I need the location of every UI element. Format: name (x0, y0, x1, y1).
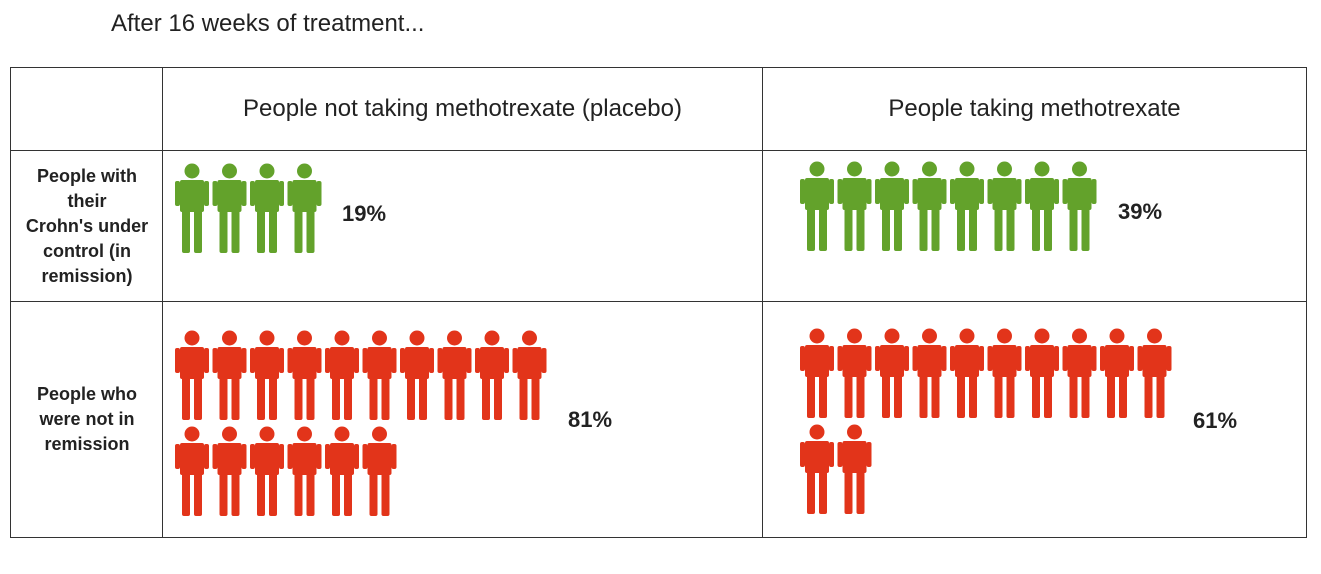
person-icon (325, 330, 359, 420)
person-icon (175, 163, 209, 253)
column-header-methotrexate: People taking methotrexate (888, 95, 1181, 122)
results-table: People not taking methotrexate (placebo)… (10, 67, 1307, 538)
person-icon (912, 161, 947, 251)
person-icon (325, 426, 359, 516)
person-icon-group (175, 330, 547, 516)
person-icon (250, 426, 284, 516)
person-icon (250, 163, 284, 253)
percent-label: 61% (1193, 408, 1238, 433)
person-icon (837, 161, 872, 251)
person-icon (1137, 328, 1172, 418)
row-label-line: People with (36, 165, 137, 186)
person-icon (950, 161, 984, 251)
percent-label: 81% (568, 407, 613, 432)
row-label-line: control (in (42, 240, 131, 261)
person-icon (875, 161, 909, 251)
person-icon (950, 328, 984, 418)
person-icon (837, 424, 872, 514)
column-divider (162, 68, 163, 537)
person-icon (800, 161, 834, 251)
percent-label: 39% (1118, 199, 1163, 224)
cell-methotrexate-not-remission: 61% (800, 328, 1300, 528)
row-label-not-remission: People who were not in remission (11, 302, 163, 537)
person-icon (1025, 328, 1059, 418)
person-icon (1062, 161, 1097, 251)
person-icon (437, 330, 472, 420)
person-icon (212, 426, 247, 516)
row-label-line: their (67, 190, 107, 211)
person-icon (987, 328, 1022, 418)
person-icon (875, 328, 909, 418)
person-icon (287, 330, 322, 420)
page-title: After 16 weeks of treatment... (111, 10, 425, 37)
percent-label: 19% (342, 201, 387, 226)
person-icon (800, 424, 834, 514)
person-icon-group (800, 328, 1172, 514)
person-icon (287, 163, 322, 253)
person-icon (175, 426, 209, 516)
person-icon (912, 328, 947, 418)
column-header-placebo: People not taking methotrexate (placebo) (243, 95, 682, 122)
row-label-line: remission (44, 434, 130, 454)
row-label-line: were not in (39, 409, 135, 429)
person-icon (475, 330, 509, 420)
person-icon (362, 330, 397, 420)
person-icon (1062, 328, 1097, 418)
person-icon (287, 426, 322, 516)
cell-placebo-remission: 19% (175, 163, 755, 293)
person-icon (800, 328, 834, 418)
person-icon (837, 328, 872, 418)
row-label-line: remission) (41, 265, 133, 286)
row-label-remission: People with their Crohn's under control … (11, 151, 163, 301)
person-icon (1025, 161, 1059, 251)
person-icon (987, 161, 1022, 251)
column-divider (762, 68, 763, 537)
person-icon (362, 426, 397, 516)
person-icon-group (800, 161, 1097, 251)
person-icon (512, 330, 547, 420)
row-divider (11, 301, 1306, 302)
person-icon (1100, 328, 1134, 418)
cell-methotrexate-remission: 39% (800, 161, 1300, 291)
person-icon (175, 330, 209, 420)
person-icon (250, 330, 284, 420)
cell-placebo-not-remission: 81% (175, 330, 755, 530)
person-icon (212, 163, 247, 253)
row-divider (11, 150, 1306, 151)
person-icon (400, 330, 434, 420)
row-label-line: Crohn's under (25, 215, 149, 236)
person-icon-group (175, 163, 322, 253)
row-label-line: People who (36, 384, 137, 404)
person-icon (212, 330, 247, 420)
